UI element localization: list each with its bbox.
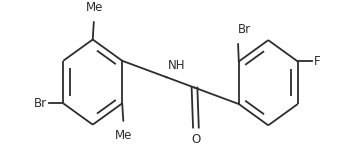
Text: Br: Br	[238, 23, 251, 36]
Text: NH: NH	[168, 59, 186, 72]
Text: F: F	[314, 55, 321, 68]
Text: Me: Me	[86, 1, 103, 14]
Text: O: O	[191, 133, 201, 146]
Text: Me: Me	[115, 129, 133, 142]
Text: Br: Br	[34, 97, 47, 110]
